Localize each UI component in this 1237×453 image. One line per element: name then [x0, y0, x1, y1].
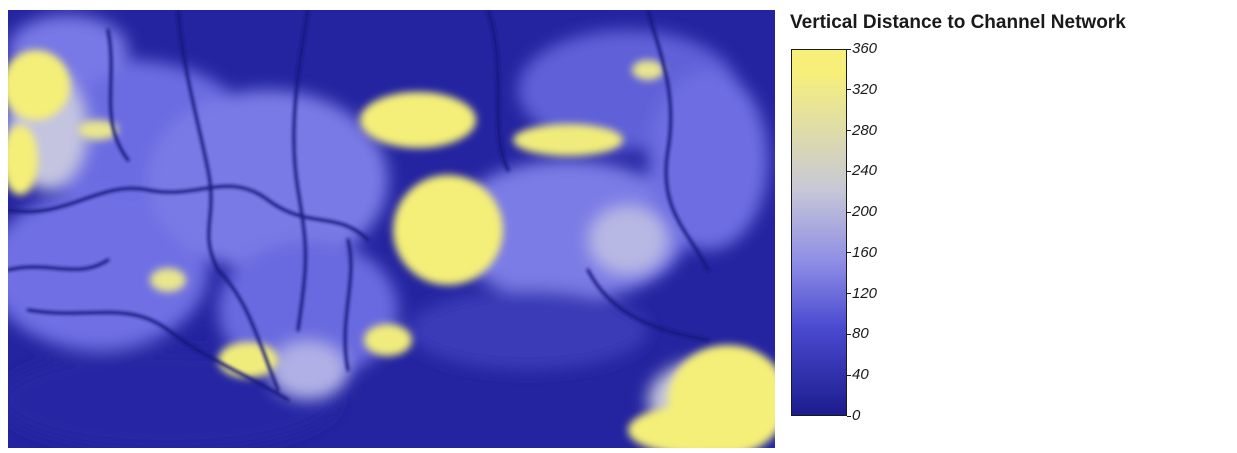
colorbar-tick-label: 360	[847, 41, 877, 57]
channel-network	[8, 10, 710, 402]
colorbar-tick-label: 200	[847, 204, 877, 220]
colorbar-tick-label: 0	[847, 408, 860, 424]
colorbar	[791, 49, 847, 416]
colorbar-tick-label: 320	[847, 81, 877, 98]
colorbar-ticks: 360 320 280 240 200 160 120 80 40 0	[847, 41, 927, 424]
colorbar-tick-label: 160	[847, 244, 877, 261]
legend-title: Vertical Distance to Channel Network	[790, 12, 1126, 33]
ridge-zones	[8, 50, 775, 448]
colorbar-tick-label: 80	[847, 326, 869, 342]
colorbar-tick-label: 40	[847, 367, 869, 383]
raster-map-canvas	[8, 10, 775, 448]
colorbar-tick-label: 120	[847, 285, 877, 302]
raster-map[interactable]	[8, 10, 775, 448]
colorbar-tick-label: 240	[847, 163, 877, 179]
colorbar-tick-label: 280	[847, 122, 877, 139]
